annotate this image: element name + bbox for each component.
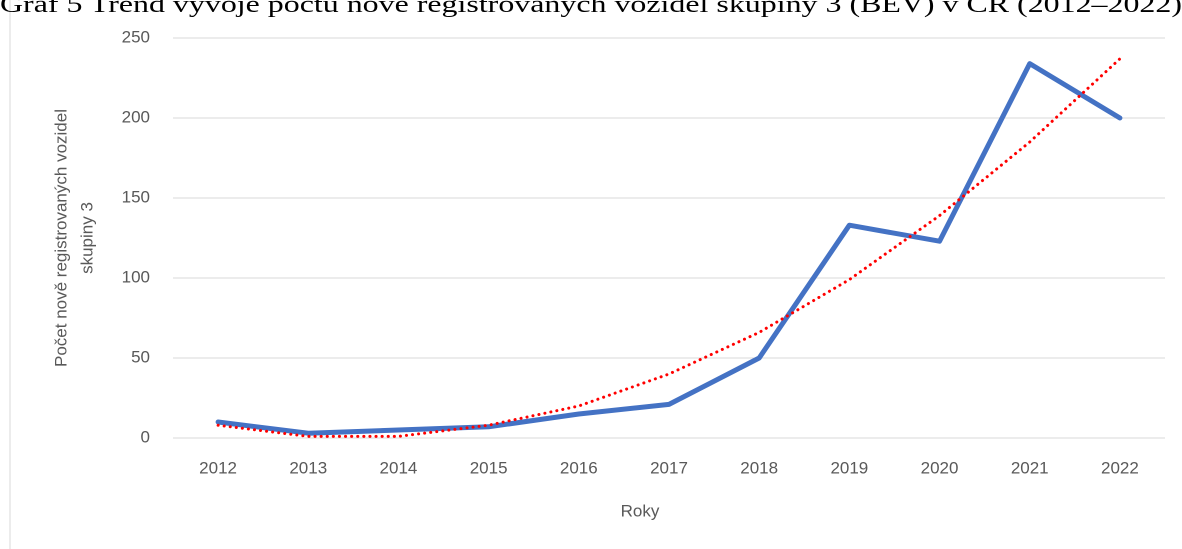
x-tick-label: 2014	[380, 458, 418, 477]
line-series	[215, 61, 1123, 436]
y-tick-label: 100	[122, 267, 150, 286]
x-axis-label: Roky	[621, 501, 660, 520]
x-tick-label: 2012	[199, 458, 237, 477]
chart-frame	[9, 0, 11, 549]
chart-title: Graf 5 Trend vývoje počtu nově registrov…	[0, 0, 1182, 18]
x-tick-label: 2021	[1011, 458, 1049, 477]
x-tick-label: 2013	[289, 458, 327, 477]
y-axis-label: skupiny 3	[77, 202, 96, 274]
y-tick-label: 150	[122, 187, 150, 206]
y-tick-label: 200	[122, 107, 150, 126]
x-tick-label: 2017	[650, 458, 688, 477]
x-tick-label: 2019	[830, 458, 868, 477]
line-series	[216, 57, 1122, 438]
x-tick-label: 2015	[470, 458, 508, 477]
x-tick-label: 2016	[560, 458, 598, 477]
y-axis-label: Počet nově registrovaných vozidel	[51, 109, 70, 367]
y-tick-label: 50	[131, 347, 150, 366]
x-tick-label: 2018	[740, 458, 778, 477]
y-tick-label: 250	[122, 27, 150, 46]
x-tick-label: 2020	[921, 458, 959, 477]
y-tick-label: 0	[141, 427, 150, 446]
x-tick-label: 2022	[1101, 458, 1139, 477]
